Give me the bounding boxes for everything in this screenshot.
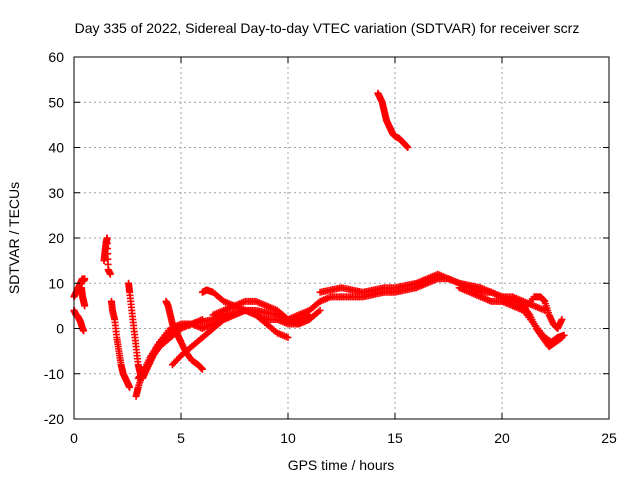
data-point (316, 306, 324, 314)
satellite-track-2 (70, 306, 88, 335)
y-tick-label: 30 (48, 185, 64, 201)
y-tick-label: 50 (48, 94, 64, 110)
satellite-track-18 (509, 293, 568, 346)
x-tick-label: 10 (280, 430, 296, 446)
chart-title: Day 335 of 2022, Sidereal Day-to-day VTE… (75, 20, 580, 36)
x-axis-label: GPS time / hours (288, 457, 395, 473)
data-points (70, 89, 568, 400)
data-point (284, 334, 292, 342)
y-tick-label: 0 (56, 321, 64, 337)
y-tick-label: 10 (48, 275, 64, 291)
satellite-track-14 (316, 270, 549, 314)
axis-ticks: 0 5 10 15 20 25 -20 -10 0 10 20 30 40 50 60 (44, 49, 617, 446)
data-point (558, 315, 566, 323)
y-tick-label: -10 (44, 366, 64, 382)
data-point (106, 270, 114, 278)
y-tick-label: 40 (48, 140, 64, 156)
x-tick-label: 5 (177, 430, 185, 446)
data-point (126, 383, 134, 391)
satellite-track-1 (70, 275, 89, 301)
y-axis-label: SDTVAR / TECUs (6, 182, 22, 294)
y-tick-label: -20 (44, 411, 64, 427)
x-tick-label: 0 (70, 430, 78, 446)
x-tick-label: 20 (494, 430, 510, 446)
satellite-track-3 (77, 284, 89, 310)
data-point (140, 367, 148, 375)
data-point (560, 331, 568, 339)
y-tick-label: 60 (48, 49, 64, 65)
data-point (404, 144, 412, 151)
x-tick-label: 15 (387, 430, 403, 446)
data-point (198, 365, 206, 373)
data-point (305, 315, 313, 323)
data-point (80, 327, 88, 335)
x-tick-label: 25 (601, 430, 617, 446)
y-tick-label: 20 (48, 230, 64, 246)
data-point (81, 302, 89, 310)
satellite-track-4 (100, 234, 114, 278)
satellite-track-5 (107, 297, 134, 391)
satellite-track-15 (374, 89, 412, 151)
grid-layer (74, 57, 609, 419)
data-point (81, 275, 89, 283)
